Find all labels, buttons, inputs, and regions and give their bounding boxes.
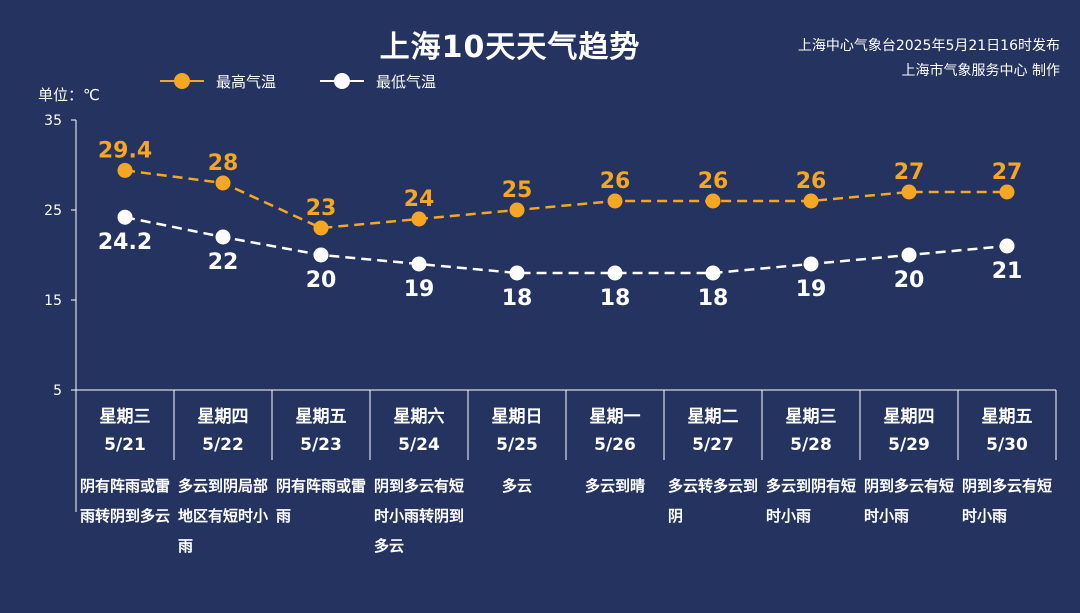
high-temp-point bbox=[411, 211, 427, 227]
weekday-label: 星期三 bbox=[99, 407, 151, 427]
high-temp-label: 25 bbox=[502, 178, 533, 203]
legend-item-low[interactable]: 最低气温 bbox=[320, 71, 436, 92]
low-temp-point bbox=[313, 247, 329, 263]
unit-label: 单位：℃ bbox=[38, 86, 100, 104]
day-column: 星期三 5/28 多云到阴有短时小雨 bbox=[762, 392, 860, 531]
high-temp-point bbox=[901, 184, 917, 200]
low-temp-label: 19 bbox=[404, 277, 435, 302]
issue-info: 上海中心气象台2025年5月21日16时发布 bbox=[797, 38, 1060, 54]
low-temp-point bbox=[509, 265, 525, 281]
low-temp-point bbox=[607, 265, 623, 281]
high-temp-point bbox=[999, 184, 1015, 200]
low-temp-point bbox=[705, 265, 721, 281]
weather-description: 阴有阵雨或雷雨转阴到多云 bbox=[80, 477, 171, 525]
high-temp-point bbox=[313, 220, 329, 236]
high-temp-label: 27 bbox=[992, 160, 1023, 185]
legend-item-high[interactable]: 最高气温 bbox=[160, 71, 276, 92]
day-column: 星期五 5/23 阴有阵雨或雷雨 bbox=[272, 392, 370, 531]
date-label: 5/25 bbox=[496, 435, 538, 455]
legend-low-label: 最低气温 bbox=[376, 72, 437, 91]
low-temp-line bbox=[124, 215, 1008, 275]
high-temp-label: 23 bbox=[306, 196, 337, 221]
high-temp-label: 27 bbox=[894, 160, 925, 185]
weekday-label: 星期一 bbox=[589, 407, 641, 427]
producer-info: 上海市气象服务中心 制作 bbox=[901, 63, 1060, 79]
day-column: 星期三 5/21 阴有阵雨或雷雨转阴到多云 bbox=[76, 392, 174, 531]
y-tick-label: 15 bbox=[44, 293, 62, 309]
high-temp-label: 26 bbox=[796, 169, 827, 194]
low-temp-label: 18 bbox=[698, 286, 729, 311]
low-temp-label: 22 bbox=[208, 250, 239, 275]
high-temp-label: 28 bbox=[208, 151, 239, 176]
day-column: 星期六 5/24 阴到多云有短时小雨转阴到多云 bbox=[370, 392, 468, 561]
y-tick-label: 25 bbox=[44, 203, 62, 219]
day-column: 星期日 5/25 多云 bbox=[468, 392, 566, 501]
high-temp-label: 24 bbox=[404, 187, 435, 212]
weather-description: 阴到多云有短时小雨 bbox=[864, 477, 955, 525]
weather-description: 阴有阵雨或雷雨 bbox=[276, 477, 367, 525]
legend-low-marker bbox=[320, 73, 365, 89]
high-temp-line bbox=[124, 169, 1007, 230]
date-label: 5/24 bbox=[398, 435, 440, 455]
weather-description: 多云转多云到阴 bbox=[668, 477, 759, 525]
date-label: 5/21 bbox=[104, 435, 146, 455]
low-temp-point bbox=[999, 238, 1015, 254]
weather-description: 多云到阴有短时小雨 bbox=[766, 477, 857, 525]
day-column: 星期二 5/27 多云转多云到阴 bbox=[664, 392, 762, 531]
weekday-label: 星期三 bbox=[785, 407, 837, 427]
weather-description: 多云 bbox=[501, 477, 532, 495]
date-label: 5/26 bbox=[594, 435, 636, 455]
high-temp-point bbox=[215, 175, 231, 191]
day-column: 星期四 5/29 阴到多云有短时小雨 bbox=[860, 392, 958, 531]
date-label: 5/27 bbox=[692, 435, 734, 455]
day-column: 星期四 5/22 多云到阴局部地区有短时小雨 bbox=[174, 392, 272, 561]
low-temp-label: 19 bbox=[796, 277, 827, 302]
low-temp-label: 20 bbox=[306, 268, 337, 293]
y-tick-label: 5 bbox=[53, 383, 62, 399]
legend-high-label: 最高气温 bbox=[216, 72, 277, 91]
weekday-label: 星期日 bbox=[491, 407, 543, 427]
date-label: 5/28 bbox=[790, 435, 832, 455]
low-temp-point bbox=[411, 256, 427, 272]
date-label: 5/29 bbox=[888, 435, 930, 455]
high-temp-label: 26 bbox=[600, 169, 631, 194]
low-temp-label: 18 bbox=[502, 286, 533, 311]
low-temp-point bbox=[117, 209, 133, 225]
credit: 上海中心气象台2025年5月21日16时发布 上海市气象服务中心 制作 bbox=[798, 34, 1060, 84]
weather-description: 阴到多云有短时小雨转阴到多云 bbox=[374, 477, 465, 555]
low-temp-point bbox=[215, 229, 231, 245]
weekday-label: 星期二 bbox=[687, 407, 739, 427]
weekday-label: 星期五 bbox=[981, 407, 1033, 427]
weekday-label: 星期五 bbox=[295, 407, 347, 427]
weather-description: 多云到晴 bbox=[584, 477, 645, 495]
high-temp-point bbox=[509, 202, 525, 218]
y-tick-label: 35 bbox=[44, 113, 62, 129]
page-title: 上海10天天气趋势 bbox=[379, 30, 641, 65]
legend: 最高气温 最低气温 bbox=[160, 70, 480, 92]
low-temp-label: 24.2 bbox=[98, 230, 152, 255]
weather-description: 多云到阴局部地区有短时小雨 bbox=[178, 477, 269, 555]
day-column: 星期五 5/30 阴到多云有短时小雨 bbox=[958, 392, 1056, 531]
weather-description: 阴到多云有短时小雨 bbox=[962, 477, 1053, 525]
legend-high-marker bbox=[160, 73, 204, 89]
high-temp-label: 26 bbox=[698, 169, 729, 194]
low-temp-label: 21 bbox=[992, 259, 1023, 284]
weekday-label: 星期四 bbox=[197, 407, 249, 427]
high-temp-point bbox=[607, 193, 623, 209]
high-temp-point bbox=[705, 193, 721, 209]
low-temp-point bbox=[803, 256, 819, 272]
day-column: 星期一 5/26 多云到晴 bbox=[566, 392, 664, 501]
high-temp-point bbox=[803, 193, 819, 209]
weekday-label: 星期四 bbox=[883, 407, 935, 427]
low-temp-point bbox=[901, 247, 917, 263]
date-label: 5/23 bbox=[300, 435, 342, 455]
date-label: 5/30 bbox=[986, 435, 1028, 455]
high-temp-label: 29.4 bbox=[98, 138, 152, 163]
low-temp-label: 18 bbox=[600, 286, 631, 311]
high-temp-point bbox=[117, 162, 133, 178]
low-temp-label: 20 bbox=[894, 268, 925, 293]
weekday-label: 星期六 bbox=[393, 407, 445, 427]
date-label: 5/22 bbox=[202, 435, 244, 455]
